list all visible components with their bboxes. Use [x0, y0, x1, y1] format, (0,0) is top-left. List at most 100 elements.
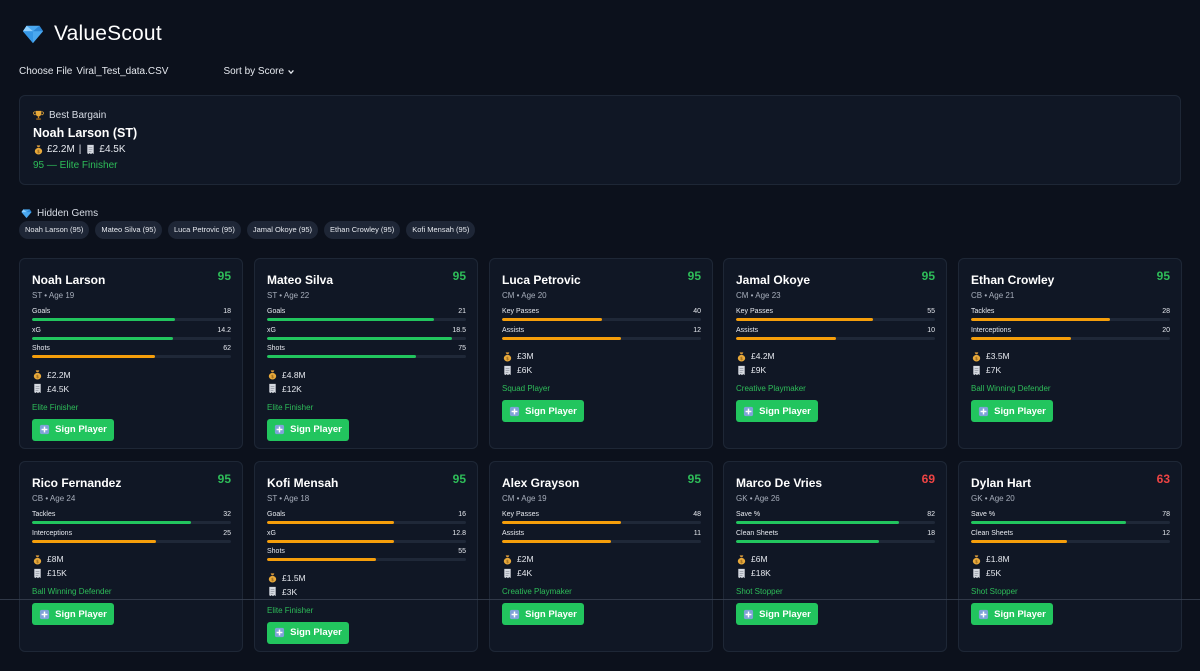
best-bargain-player: Noah Larson (ST)	[33, 126, 138, 140]
player-value: £1.8M	[986, 554, 1010, 564]
stat-label: Goals	[267, 511, 286, 518]
stat-row: Save % 78	[971, 511, 1170, 530]
stat-value: 16	[458, 511, 466, 518]
stat-bar-track	[267, 355, 466, 358]
stat-bar-fill	[502, 336, 622, 340]
player-score: 95	[217, 472, 231, 486]
best-bargain-title: Best Bargain	[49, 110, 107, 121]
player-finance: $ £2.2M £4.5K	[32, 369, 231, 395]
gem-chip[interactable]: Kofi Mensah (95)	[406, 221, 476, 239]
stat-bar-fill	[267, 539, 395, 543]
gem-chip[interactable]: Noah Larson (95)	[19, 221, 90, 239]
sign-player-label: Sign Player	[290, 627, 342, 638]
player-value: £1.5M	[282, 572, 306, 583]
player-card: Luca Petrovic 95 CM • Age 20 Key Passes 40 As…	[489, 258, 713, 449]
sign-player-button[interactable]: Sign Player	[736, 603, 818, 625]
sign-player-button[interactable]: Sign Player	[736, 400, 818, 422]
player-card: Alex Grayson 95 CM • Age 19 Key Passes 48 Ass…	[489, 461, 713, 652]
player-stats: Save % 82 Clean Sheets 18 $ £6M £18K Shot Stopp…	[736, 511, 935, 625]
player-finance: $ £2M £4K	[502, 553, 701, 579]
stat-row: Tackles 28	[971, 308, 1170, 327]
stat-value: 25	[223, 529, 231, 537]
sort-dropdown[interactable]: Sort by Score	[223, 66, 295, 77]
player-name: Jamal Okoye	[736, 273, 811, 287]
player-card: Jamal Okoye 95 CM • Age 23 Key Passes 55 Assi…	[723, 258, 947, 449]
sign-player-button[interactable]: Sign Player	[267, 418, 349, 441]
player-card: Noah Larson 95 ST • Age 19 Goals 18 xG 14.2 Sho…	[19, 258, 243, 449]
player-name: Luca Petrovic	[502, 273, 581, 287]
hidden-gems-title: Hidden Gems	[37, 208, 99, 219]
best-bargain-wage: £4.5K	[99, 144, 126, 155]
svg-text:$: $	[271, 577, 274, 583]
stat-bar-track	[971, 318, 1170, 321]
player-meta: GK • Age 20	[971, 494, 1015, 503]
player-wage-row: £3K	[267, 586, 466, 598]
sign-player-button[interactable]: Sign Player	[267, 621, 349, 644]
plus-icon	[510, 406, 520, 416]
stat-label: Shots	[32, 345, 50, 352]
player-meta: CB • Age 24	[32, 494, 76, 503]
stat-label: xG	[267, 326, 276, 334]
gem-chip[interactable]: Mateo Silva (95)	[95, 221, 162, 239]
sign-player-button[interactable]: Sign Player	[32, 418, 114, 441]
stat-bar-fill	[267, 355, 417, 358]
sign-player-button[interactable]: Sign Player	[32, 603, 114, 625]
stat-label: Clean Sheets	[971, 529, 1014, 537]
stat-row: Save % 82	[736, 511, 935, 530]
sign-player-button[interactable]: Sign Player	[971, 400, 1053, 422]
svg-text:$: $	[740, 355, 743, 361]
stat-bar-fill	[32, 336, 174, 340]
stat-value: 18	[223, 308, 231, 315]
stat-value: 12	[1162, 529, 1170, 537]
sign-player-button[interactable]: Sign Player	[502, 603, 584, 625]
stat-label: Interceptions	[971, 326, 1012, 334]
player-wage-row: £9K	[736, 364, 935, 376]
best-bargain-panel: Best Bargain Noah Larson (ST) $ £2.2M | …	[19, 95, 1181, 185]
player-value: £2.2M	[47, 369, 71, 380]
player-score: 95	[1156, 269, 1170, 283]
player-value: £6M	[751, 554, 768, 564]
sign-player-button[interactable]: Sign Player	[502, 400, 584, 422]
player-role: Elite Finisher	[267, 402, 314, 412]
toolbar: Choose File Viral_Test_data.CSV Sort by …	[19, 66, 295, 77]
stat-row: Tackles 32	[32, 511, 231, 530]
gem-chip[interactable]: Jamal Okoye (95)	[246, 221, 319, 239]
stat-bar-track	[32, 539, 231, 543]
gem-chip[interactable]: Luca Petrovic (95)	[167, 221, 241, 239]
player-role: Ball Winning Defender	[32, 587, 112, 596]
player-name: Noah Larson	[32, 273, 106, 287]
player-wage: £4K	[517, 568, 533, 578]
stat-row: xG 18.5	[267, 327, 466, 346]
stat-bar-fill	[736, 318, 874, 321]
gem-chip[interactable]: Ethan Crowley (95)	[324, 221, 401, 239]
stat-row: Goals 18	[32, 308, 231, 327]
trophy-icon	[33, 110, 44, 120]
stat-value: 82	[927, 511, 935, 518]
player-card: Kofi Mensah 95 ST • Age 18 Goals 16 xG 12.8 Sho…	[254, 461, 478, 652]
player-stats: Tackles 28 Interceptions 20 $ £3.5M £7K Ball Wi…	[971, 308, 1170, 422]
divider	[0, 599, 1200, 600]
stat-bar-track	[736, 336, 935, 340]
player-value-row: $ £1.5M	[267, 572, 466, 584]
player-meta: CM • Age 19	[502, 494, 547, 503]
player-wage: £5K	[986, 568, 1002, 578]
receipt-icon	[34, 568, 41, 578]
stat-value: 20	[1162, 326, 1170, 334]
player-score: 95	[217, 269, 231, 283]
player-card: Mateo Silva 95 ST • Age 22 Goals 21 xG 18.5 Sho…	[254, 258, 478, 449]
player-role: Squad Player	[502, 384, 551, 393]
stat-value: 14.2	[217, 326, 231, 334]
stat-bar-track	[267, 336, 466, 340]
player-wage: £9K	[751, 365, 767, 375]
player-stats: Key Passes 40 Assists 12 $ £3M £6K Squad Player…	[502, 308, 701, 422]
player-meta: ST • Age 19	[32, 291, 75, 300]
player-meta: CM • Age 20	[502, 291, 547, 300]
receipt-icon	[973, 568, 980, 578]
svg-text:$: $	[271, 374, 274, 380]
choose-file-button[interactable]: Choose File	[19, 66, 73, 77]
player-value: £4.8M	[282, 369, 306, 380]
plus-icon	[979, 609, 989, 619]
player-stats: Goals 18 xG 14.2 Shots 62 $ £2.2M £4.5K Elite Fin…	[32, 308, 231, 441]
sign-player-button[interactable]: Sign Player	[971, 603, 1053, 625]
stat-bar-fill	[736, 521, 900, 524]
